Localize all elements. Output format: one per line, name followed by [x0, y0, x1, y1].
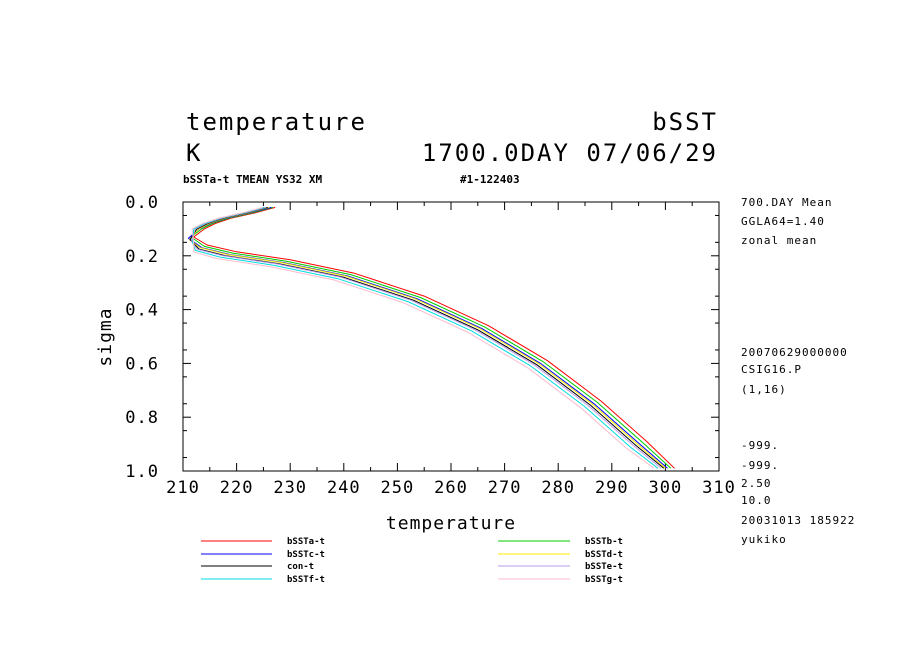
x-tick-label: 290	[595, 478, 629, 498]
time-label: 1700.0DAY 07/06/29	[422, 139, 718, 167]
legend-label-bSSTc-t: bSSTc-t	[287, 550, 325, 560]
subtitle-left: bSSTa-t TMEAN YS32 XM	[183, 173, 322, 186]
side-info-range: (1,16)	[741, 383, 787, 396]
series-line-bSSTg-t	[191, 206, 655, 469]
y-tick-label: 0.4	[125, 301, 159, 321]
y-tick-label: 1.0	[125, 462, 159, 482]
y-tick-label: 0.8	[125, 408, 159, 428]
legend-label-bSSTf-t: bSSTf-t	[287, 575, 325, 585]
side-info-interval: 2.50	[741, 477, 772, 490]
x-tick-label: 210	[166, 478, 200, 498]
y-tick-label: 0.0	[125, 193, 159, 213]
axis-ticks: 210 220 230 240 250 260 270 280 290 300 310 0.0 0.2 0…	[125, 193, 736, 498]
plot-frame	[182, 201, 720, 472]
side-info-scale: 10.0	[741, 494, 772, 507]
side-info-date: 20070629000000	[741, 346, 848, 359]
legend-label-con-t: con-t	[287, 562, 314, 572]
legend-label-bSSTb-t: bSSTb-t	[585, 537, 623, 547]
series-line-bSSTd-t	[188, 206, 666, 469]
side-info-zonal: zonal mean	[741, 234, 817, 247]
side-info-ggla: GGLA64=1.40	[741, 215, 825, 228]
x-tick-label: 220	[220, 478, 254, 498]
x-tick-label: 230	[273, 478, 307, 498]
side-info-mean: 700.DAY Mean	[741, 196, 832, 209]
y-axis-label: sigma	[95, 307, 116, 366]
legend-label-bSSTa-t: bSSTa-t	[287, 537, 325, 547]
x-tick-label: 280	[541, 478, 575, 498]
x-tick-label: 260	[434, 478, 468, 498]
series-line-bSSTb-t	[190, 206, 672, 469]
series-line-bSSTc-t	[187, 206, 668, 469]
x-tick-label: 270	[488, 478, 522, 498]
side-info-undef-1: -999.	[741, 439, 779, 452]
x-tick-label: 250	[381, 478, 415, 498]
legend: bSSTa-t bSSTb-t bSSTc-t bSSTd-t con-t bSSTe-t…	[201, 537, 623, 585]
x-tick-label: 300	[649, 478, 683, 498]
chart-title: temperature	[186, 108, 367, 136]
y-tick-label: 0.6	[125, 354, 159, 374]
series-line-bSSTa-t	[193, 206, 675, 469]
series-line-bSSTf-t	[192, 206, 659, 469]
legend-label-bSSTg-t: bSSTg-t	[585, 575, 623, 585]
experiment-name: bSST	[652, 108, 718, 136]
y-tick-label: 0.2	[125, 247, 159, 267]
side-info-csig: CSIG16.P	[741, 363, 802, 376]
x-tick-label: 310	[702, 478, 736, 498]
legend-label-bSSTd-t: bSSTd-t	[585, 550, 623, 560]
unit-label: K	[186, 139, 202, 167]
side-info-undef-2: -999.	[741, 459, 779, 472]
legend-label-bSSTe-t: bSSTe-t	[585, 562, 623, 572]
x-tick-label: 240	[327, 478, 361, 498]
x-axis-label: temperature	[386, 513, 516, 534]
series-line-con-t	[189, 206, 665, 469]
side-info-user: yukiko	[741, 533, 787, 546]
side-info-timestamp: 20031013 185922	[741, 514, 855, 527]
series-line-bSSTe-t	[191, 206, 662, 469]
subtitle-right: #1-122403	[460, 173, 520, 186]
series-lines	[187, 206, 675, 469]
